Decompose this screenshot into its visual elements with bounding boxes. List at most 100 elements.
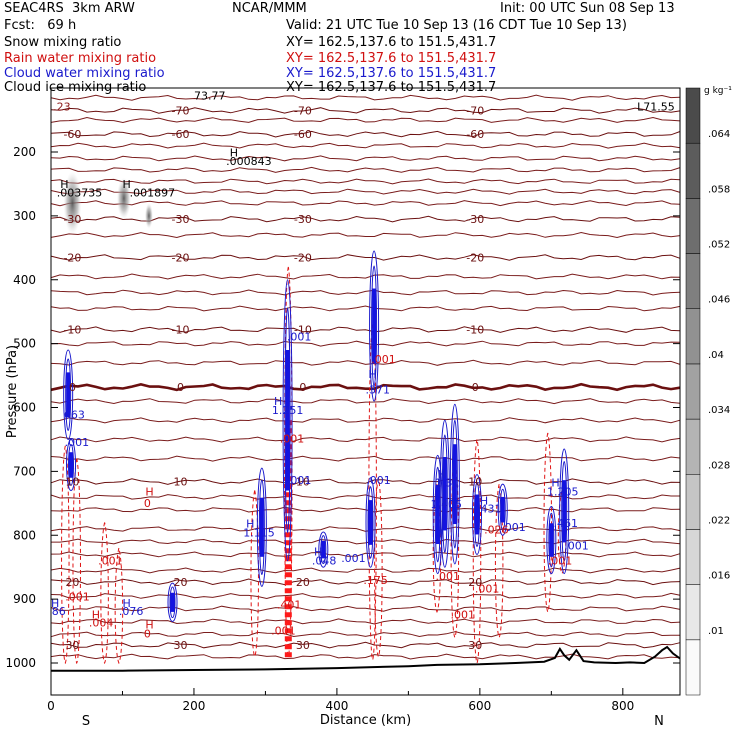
- annotation-label: .001: [271, 624, 296, 637]
- annotation-label: .001: [371, 353, 396, 366]
- cloud-water-contour: [282, 279, 293, 562]
- x-tick-label: 600: [468, 699, 491, 713]
- isotherm-line: [50, 178, 681, 185]
- isotherm-label: -30: [466, 213, 484, 226]
- isotherm-label: 20: [468, 576, 482, 589]
- isotherm-line--70: [50, 107, 681, 114]
- colorbar-swatch: [685, 418, 701, 475]
- isotherm-line: [50, 359, 681, 366]
- snow-cell: [144, 203, 153, 229]
- cloud-water-contour-inner: [441, 434, 448, 553]
- isotherm-label: -10: [63, 324, 81, 337]
- cloud-water-contour: [449, 403, 460, 565]
- isotherm-label: 10: [65, 476, 79, 489]
- isotherm-line: [50, 506, 681, 513]
- cloud-water-contour: [497, 483, 508, 536]
- isotherm-label: -30: [63, 213, 81, 226]
- cloud-water-contour: [559, 448, 570, 575]
- cloud-water-core: [549, 523, 554, 557]
- isotherm-label: 30: [468, 639, 482, 652]
- annotation-label: .001: [98, 555, 123, 568]
- field-snow-label: Snow mixing ratio: [4, 35, 122, 50]
- colorbar-swatch: [685, 529, 701, 585]
- forecast-hour: Fcst: 69 h: [4, 18, 77, 33]
- field-rain-xy: XY= 162.5,137.6 to 151.5,431.7: [286, 51, 497, 66]
- isotherm-line: [50, 605, 681, 612]
- cloud-water-contour-inner: [499, 488, 506, 531]
- colorbar-swatch: [685, 308, 701, 365]
- south-label: S: [82, 714, 90, 729]
- annotation-label: .001: [436, 570, 461, 583]
- cloud-water-core: [452, 444, 457, 525]
- cloud-water-contour-inner: [284, 307, 291, 534]
- cloud-water-contour: [256, 467, 267, 587]
- annotation-label: H: [92, 608, 100, 621]
- isotherm-label: -20: [466, 251, 484, 264]
- annotation-label: 663: [64, 408, 85, 421]
- annotation-label: 0: [144, 627, 151, 640]
- rain-contour: [114, 547, 124, 665]
- annotations: .2373.77L71.55H.000843H.003735H.001897.0…: [51, 90, 675, 641]
- annotation-label: .001: [287, 474, 312, 487]
- annotation-label: .001: [65, 590, 90, 603]
- isotherm-line: [50, 653, 681, 660]
- isotherm-line-20: [50, 578, 681, 586]
- isotherm-label: -10: [466, 324, 484, 337]
- y-tick-label: 400: [13, 273, 36, 287]
- x-tick-label: 800: [611, 699, 634, 713]
- colorbar: .01 .016 .022 .028 .034 .04 .046 .052 .058 .064 g …: [685, 86, 732, 696]
- annotation-label: .001: [548, 555, 573, 568]
- colorbar-label: .052: [708, 240, 730, 251]
- cloud-water-contour: [472, 474, 483, 555]
- isotherm-line: [51, 538, 681, 545]
- annotation-label: H: [122, 178, 130, 191]
- cloud-water-contour: [369, 250, 380, 402]
- isotherm-line: [50, 525, 681, 532]
- annotation-label: H: [368, 368, 376, 381]
- init-time: Init: 00 UTC Sun 08 Sep 13: [500, 1, 675, 16]
- cloud-water-contour: [546, 506, 557, 575]
- north-label: N: [654, 714, 664, 729]
- y-axis-label: Pressure (hPa): [5, 345, 20, 438]
- isotherm-label: -20: [172, 251, 190, 264]
- isotherm-label: -60: [172, 128, 190, 141]
- cloud-water-core: [66, 372, 71, 418]
- annotation-label: H: [60, 178, 68, 191]
- isotherm-label: 10: [174, 476, 188, 489]
- terrain-line: [51, 645, 681, 672]
- isotherm-line: [50, 142, 681, 149]
- isotherm-line: [50, 493, 680, 500]
- colorbar-swatch: [685, 198, 701, 254]
- annotation-label: .001: [451, 608, 476, 621]
- annotation-label: H: [122, 597, 130, 610]
- annotation-label: H: [314, 546, 322, 559]
- annotation-label: .001: [366, 474, 391, 487]
- isotherm-line: [50, 592, 681, 600]
- isotherm-label: 0: [69, 381, 76, 394]
- x-axis-label: Distance (km): [320, 713, 411, 728]
- annotation-label: 1.205: [547, 486, 579, 499]
- isotherm-label: 30: [174, 639, 188, 652]
- isotherm-label: 0: [472, 381, 479, 394]
- annotation-label: H: [51, 597, 59, 610]
- isotherm-line--20: [50, 254, 681, 261]
- cloud-water-contours: [63, 250, 570, 622]
- field-rain-label: Rain water mixing ratio: [4, 51, 157, 66]
- colorbar-swatch: [685, 363, 701, 420]
- isotherm-label: 20: [296, 576, 310, 589]
- annotation-label: H: [438, 468, 446, 481]
- cloud-water-core: [372, 288, 377, 364]
- isotherm-lines: [50, 94, 681, 660]
- rain-contour: [543, 432, 553, 614]
- y-tick-label: 800: [13, 528, 36, 542]
- isotherm-label: 20: [65, 576, 79, 589]
- colorbar-label: .046: [708, 295, 730, 306]
- annotation-label: 73.77: [194, 90, 226, 103]
- annotation-label: .371: [366, 383, 391, 396]
- model-title: SEAC4RS 3km ARW: [4, 1, 135, 16]
- cloud-water-core: [368, 500, 373, 545]
- isotherm-label: -30: [294, 213, 312, 226]
- isotherm-label: -70: [172, 104, 190, 117]
- cloud-water-core: [259, 497, 264, 557]
- y-tick-label: 300: [13, 209, 36, 223]
